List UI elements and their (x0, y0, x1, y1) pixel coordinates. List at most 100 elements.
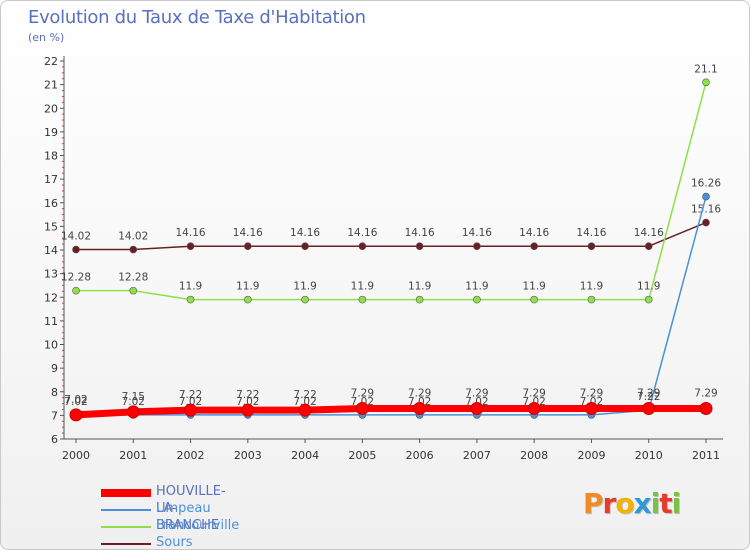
data-point-sours (415, 242, 424, 251)
series-line-sours (75, 221, 707, 251)
data-point-houville-la-branche (126, 405, 140, 419)
series-line-houville-la-branche (72, 405, 710, 419)
y-minor-tick (62, 160, 64, 162)
x-tick-label: 2008 (520, 449, 548, 462)
legend-label-francourville: Francourville (156, 518, 240, 533)
data-label-sours: 14.16 (405, 227, 435, 239)
data-label-umpeau: 7.02 (179, 396, 202, 408)
data-label-umpeau: 7.02 (351, 396, 374, 408)
y-minor-tick (62, 172, 64, 174)
y-minor-tick (62, 338, 64, 340)
y-tick-label: 10 (44, 339, 58, 352)
data-label-houville-la-branche: 7.22 (236, 389, 259, 401)
y-tick-label: 11 (44, 315, 58, 328)
x-tick-label: 2000 (62, 449, 90, 462)
data-label-umpeau: 16.26 (691, 178, 721, 190)
y-tick-label: 15 (44, 220, 58, 233)
data-label-sours: 15.16 (691, 204, 721, 216)
data-point-sours (358, 242, 367, 251)
y-minor-tick (62, 184, 64, 186)
logo-letter: t (659, 487, 672, 520)
data-label-umpeau: 7.02 (522, 396, 545, 408)
y-tick-label: 7 (51, 409, 58, 422)
legend-label-sours: Sours (156, 535, 193, 550)
data-label-francourville: 11.9 (408, 281, 431, 293)
data-label-sours: 14.16 (176, 227, 206, 239)
data-point-houville-la-branche (699, 402, 713, 416)
x-tick-label: 2011 (692, 449, 720, 462)
data-label-francourville: 11.9 (351, 281, 374, 293)
data-point-houville-la-branche (470, 402, 484, 416)
y-minor-tick (62, 379, 64, 381)
y-minor-tick (62, 231, 64, 233)
logo-letter: x (633, 487, 652, 520)
y-minor-tick (62, 332, 64, 334)
data-label-francourville: 11.9 (580, 281, 603, 293)
data-point-sours (587, 242, 596, 251)
series-line-umpeau (75, 195, 707, 416)
data-point-francourville (244, 295, 252, 304)
x-tick-label: 2010 (635, 449, 663, 462)
data-point-francourville (129, 286, 138, 295)
data-label-francourville: 11.9 (179, 281, 202, 293)
legend-label-houville: HOUVILLE-LA-BRANCHE (156, 484, 226, 533)
data-label-houville-la-branche: 7.29 (351, 388, 374, 400)
data-label-umpeau: 7.22 (637, 391, 660, 403)
data-label-houville-la-branche: 7.22 (293, 389, 316, 401)
y-tick-label: 17 (44, 173, 58, 186)
y-minor-tick (62, 208, 64, 210)
logo-letter: r (602, 487, 617, 520)
x-tick-label: 2003 (234, 449, 262, 462)
data-label-houville-la-branche: 7.29 (694, 388, 717, 400)
y-tick-label: 6 (51, 433, 58, 446)
data-label-francourville: 11.9 (465, 281, 488, 293)
legend-swatch-umpeau (101, 509, 151, 511)
data-point-francourville (358, 295, 367, 304)
legend-label-umpeau: Umpeau (156, 501, 211, 516)
data-point-francourville (301, 295, 309, 304)
data-label-houville-la-branche: 7.29 (408, 388, 431, 400)
data-point-francourville (415, 295, 424, 304)
y-minor-tick (62, 90, 64, 92)
data-label-francourville: 11.9 (637, 281, 660, 293)
data-label-francourville: 11.9 (522, 281, 545, 293)
y-minor-tick (62, 403, 64, 405)
data-label-houville-la-branche: 7.22 (179, 389, 202, 401)
y-minor-tick (62, 255, 64, 257)
x-tick-label: 2001 (119, 449, 147, 462)
y-tick-label: 9 (51, 362, 58, 375)
legend-swatch-francourville (101, 526, 151, 528)
data-point-sours (244, 242, 252, 251)
x-tick-label: 2006 (406, 449, 434, 462)
y-tick-label: 20 (44, 102, 58, 115)
y-tick-label: 16 (44, 197, 58, 210)
chart-subtitle: (en %) (28, 31, 65, 44)
data-label-sours: 14.02 (61, 231, 91, 243)
y-minor-tick (62, 279, 64, 281)
y-minor-tick (62, 361, 64, 363)
data-label-umpeau: 7.02 (236, 396, 259, 408)
y-tick-label: 8 (51, 386, 58, 399)
y-minor-tick (62, 237, 64, 239)
data-point-francourville (473, 295, 481, 304)
data-point-francourville (644, 295, 653, 304)
data-label-umpeau: 7.02 (64, 396, 87, 408)
y-minor-tick (62, 196, 64, 198)
data-point-houville-la-branche (584, 402, 598, 416)
y-minor-tick (62, 314, 64, 316)
data-point-sours (702, 218, 710, 227)
legend-swatch-houville (101, 489, 151, 497)
data-label-umpeau: 7.02 (122, 396, 145, 408)
y-minor-tick (62, 432, 64, 434)
data-point-houville-la-branche (241, 403, 255, 417)
x-tick-label: 2002 (177, 449, 205, 462)
data-label-francourville: 11.9 (236, 281, 259, 293)
y-tick-label: 13 (44, 268, 58, 281)
y-minor-tick (62, 302, 64, 304)
data-point-houville-la-branche (355, 402, 369, 416)
data-point-houville-la-branche (69, 408, 83, 422)
y-minor-tick (62, 326, 64, 328)
data-point-houville-la-branche (413, 402, 427, 416)
